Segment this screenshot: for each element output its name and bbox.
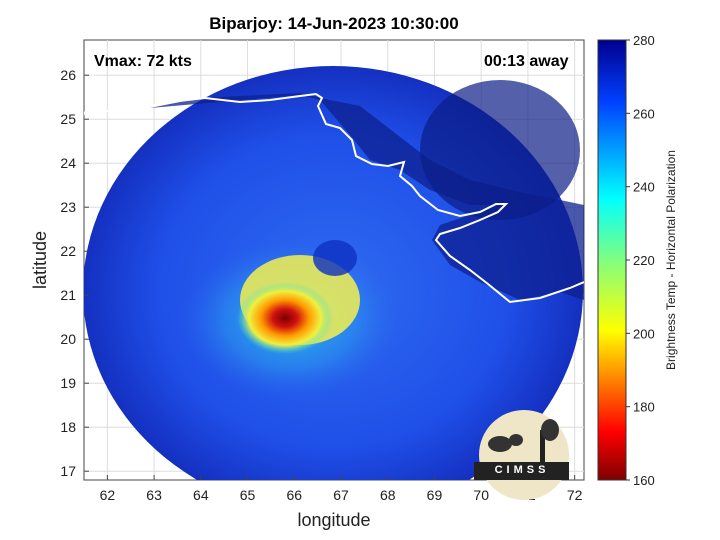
cold-region-east [420,80,580,220]
colorbar-tick-label: 200 [633,326,655,341]
colorbar [597,39,627,481]
x-tick-label: 62 [100,487,116,503]
colorbar-tick-label: 160 [633,473,655,488]
colorbar-ticks: 160 180 200 220 240 260 280 [626,33,655,488]
colorbar-tick-label: 220 [633,253,655,268]
colorbar-label: Brightness Temp - Horizontal Polarizatio… [664,40,678,370]
cold-region [150,93,584,300]
colorbar-label-text: Brightness Temp - Horizontal Polarizatio… [664,150,678,370]
colorbar-tick-label: 260 [633,106,655,121]
y-tick-label: 23 [60,199,76,215]
x-tick-label: 67 [333,487,349,503]
x-tick-label: 65 [240,487,256,503]
x-tick-label: 70 [473,487,489,503]
x-tick-label: 64 [193,487,209,503]
y-axis-label: latitude [30,202,51,289]
colorbar-tick-label: 280 [633,33,655,48]
x-tick-label: 68 [380,487,396,503]
y-tick-label: 25 [60,111,76,127]
x-tick-label: 66 [286,487,302,503]
y-tick-label: 19 [60,375,76,391]
storm-eye [313,240,357,276]
storm-core-warm [237,282,333,354]
x-tick-label: 63 [146,487,162,503]
y-tick-label: 17 [60,463,76,479]
y-tick-label: 21 [60,287,76,303]
x-tick-label: 69 [427,487,443,503]
cimss-logo [474,410,569,500]
x-axis-label: longitude [297,510,371,530]
colorbar-tick-label: 180 [633,400,655,415]
coastline [84,92,584,304]
y-tick-label: 22 [60,243,76,259]
colorbar-tick-label: 240 [633,180,655,195]
logo-text: CIMSS [494,464,550,476]
y-tick-label: 26 [60,67,76,83]
y-axis-label-text: latitude [30,230,50,290]
time-offset-label: 00:13 away [484,53,569,70]
map-title: Biparjoy: 14-Jun-2023 10:30:00 [209,14,459,33]
x-axis-ticks: 6263646566676869707172 [100,475,583,503]
y-axis-ticks: 17 18 19 20 21 22 23 24 25 26 [60,67,89,479]
x-tick-label: 72 [567,487,583,503]
y-tick-label: 18 [60,419,76,435]
vmax-label: Vmax: 72 kts [94,53,192,70]
y-tick-label: 20 [60,331,76,347]
coastline-north [84,61,97,115]
y-tick-label: 24 [60,155,76,171]
